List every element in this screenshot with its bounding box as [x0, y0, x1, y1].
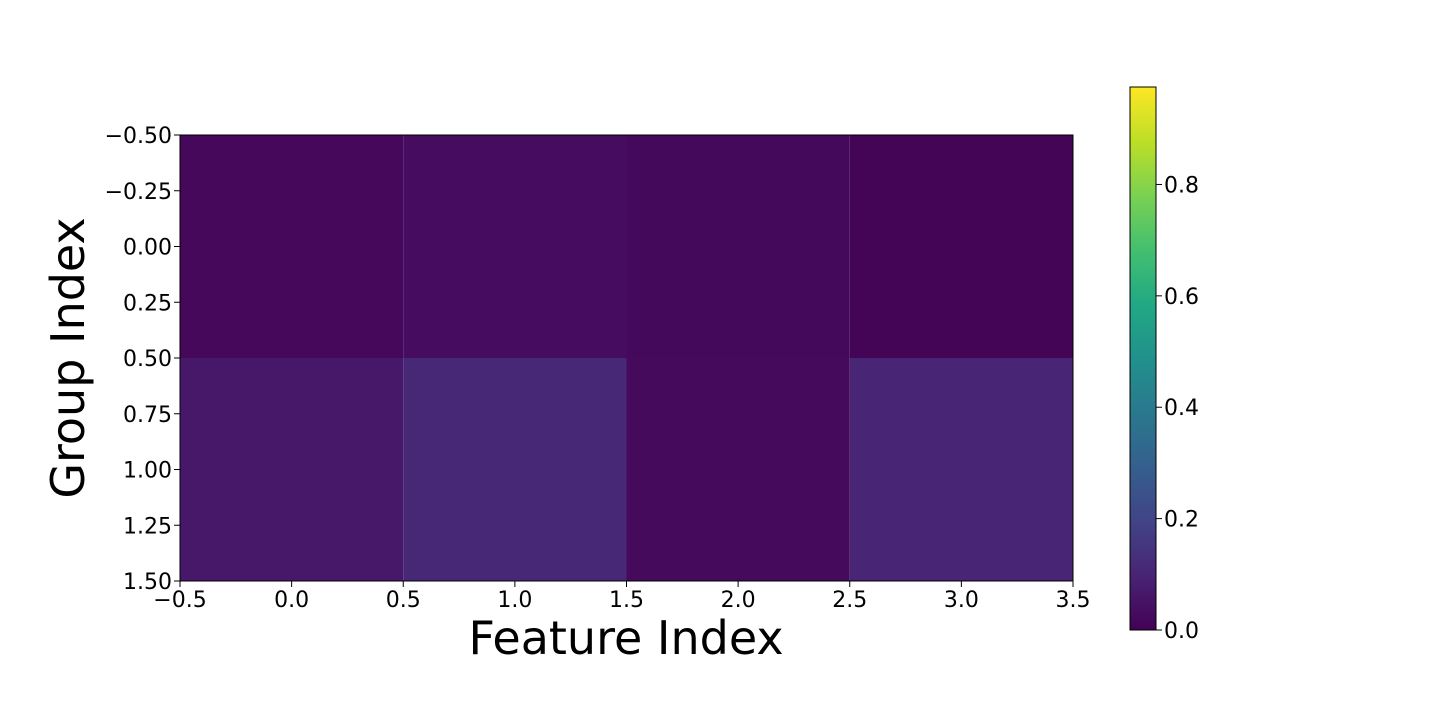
y-tick-label: 0.75 — [123, 403, 172, 428]
colorbar-tick-label: 0.6 — [1164, 285, 1199, 310]
x-tick-label: −0.5 — [153, 588, 206, 613]
heatmap-cell-r1-c2 — [626, 358, 850, 581]
y-axis-label: Group Index — [41, 217, 95, 498]
y-axis-ticks: −0.50 −0.25 0.00 0.25 0.50 0.75 1.00 1.25 1.50 — [105, 124, 180, 595]
colorbar-tick-label: 0.8 — [1164, 173, 1199, 198]
colorbar-tick-label: 0.4 — [1164, 396, 1199, 421]
x-tick-label: 0.5 — [386, 588, 421, 613]
y-tick-label: 0.00 — [123, 236, 172, 261]
heatmap-cell-r0-c1 — [403, 135, 627, 358]
y-tick-label: 0.25 — [123, 291, 172, 316]
x-tick-label: 3.0 — [944, 588, 979, 613]
colorbar-tick-label: 0.2 — [1164, 508, 1199, 533]
x-tick-label: 2.5 — [832, 588, 867, 613]
x-tick-label: 2.0 — [721, 588, 756, 613]
y-tick-label: −0.50 — [105, 124, 172, 149]
y-tick-label: 1.00 — [123, 459, 172, 484]
heatmap-cells — [180, 135, 1073, 581]
y-tick-label: −0.25 — [105, 180, 172, 205]
x-tick-label: 0.0 — [274, 588, 309, 613]
heatmap-cell-r0-c0 — [180, 135, 404, 358]
x-axis-label: Feature Index — [468, 611, 783, 665]
heatmap-cell-r0-c2 — [626, 135, 850, 358]
y-tick-label: 1.25 — [123, 514, 172, 539]
x-tick-label: 1.0 — [497, 588, 532, 613]
x-axis-ticks: −0.5 0.0 0.5 1.0 1.5 2.0 2.5 3.0 3.5 — [153, 581, 1091, 613]
colorbar-ticks: 0.0 0.2 0.4 0.6 0.8 — [1156, 173, 1199, 644]
heatmap-cell-r1-c3 — [849, 358, 1073, 581]
colorbar — [1129, 86, 1157, 631]
y-tick-label: 1.50 — [123, 570, 172, 595]
y-tick-label: 0.50 — [123, 347, 172, 372]
heatmap-cell-r1-c1 — [403, 358, 627, 581]
heatmap-cell-r1-c0 — [180, 358, 404, 581]
x-tick-label: 1.5 — [609, 588, 644, 613]
colorbar-tick-label: 0.0 — [1164, 619, 1199, 644]
x-tick-label: 3.5 — [1056, 588, 1091, 613]
heatmap-cell-r0-c3 — [849, 135, 1073, 358]
